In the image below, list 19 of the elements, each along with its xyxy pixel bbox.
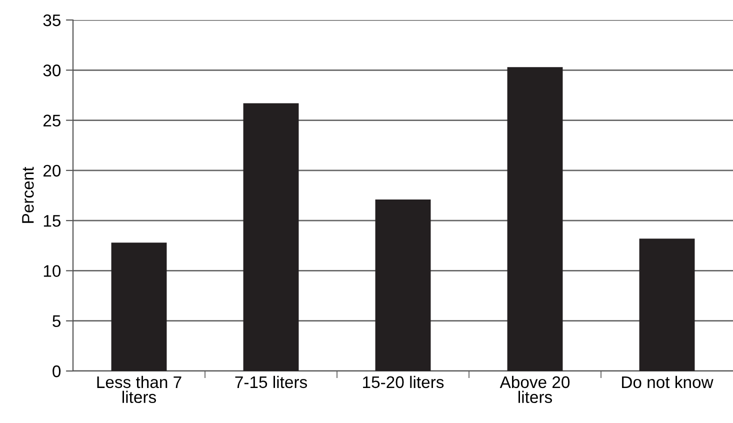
x-tick-label: 7-15 liters xyxy=(235,376,307,388)
y-axis-title: Percent xyxy=(22,166,34,223)
y-tick-label: 30 xyxy=(43,64,61,76)
x-tick-label: Above 20 liters xyxy=(500,376,570,404)
y-tick-label: 10 xyxy=(44,265,61,277)
bar xyxy=(111,242,167,371)
x-tick-label: 15-20 liters xyxy=(363,376,444,388)
bar xyxy=(639,238,695,371)
x-tick-label: Less than 7 liters xyxy=(97,376,182,404)
bar xyxy=(375,200,431,371)
y-tick-label: 25 xyxy=(43,114,60,126)
x-tick-label: Do not know xyxy=(622,376,714,388)
bar xyxy=(507,67,563,371)
y-tick-label: 5 xyxy=(52,315,60,328)
y-tick-label: 0 xyxy=(52,365,61,378)
y-tick-label: 15 xyxy=(44,215,60,227)
y-tick-label: 20 xyxy=(43,164,61,177)
y-tick-label: 35 xyxy=(43,14,60,26)
bar xyxy=(243,103,299,371)
